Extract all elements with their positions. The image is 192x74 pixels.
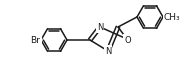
Text: Br: Br (30, 36, 40, 44)
Text: O: O (125, 36, 131, 44)
Text: CH₃: CH₃ (164, 13, 181, 22)
Text: N: N (105, 46, 111, 56)
Text: N: N (97, 22, 103, 32)
